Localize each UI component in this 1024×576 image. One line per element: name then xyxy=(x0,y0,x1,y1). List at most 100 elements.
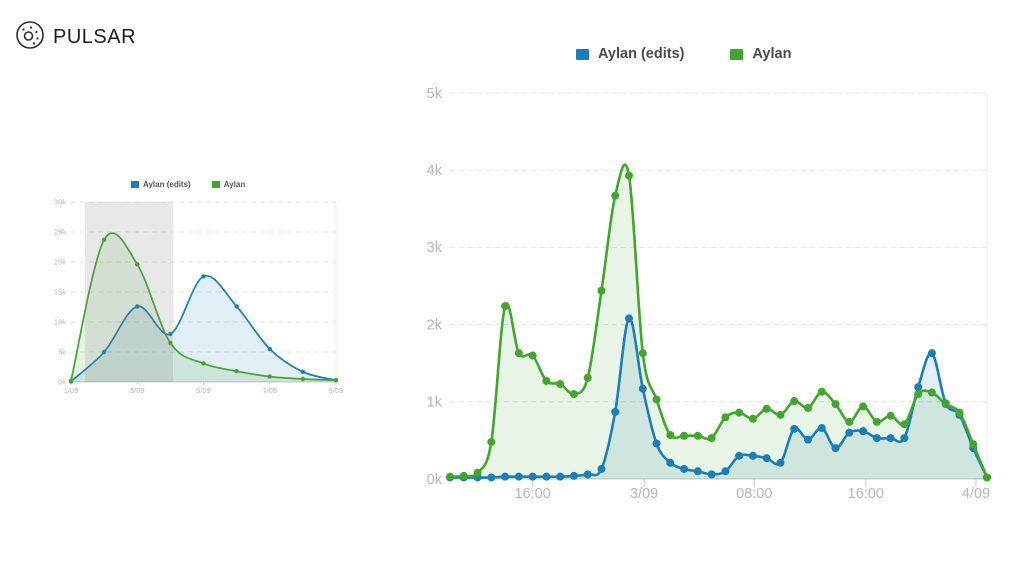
data-point[interactable] xyxy=(804,435,812,444)
data-point[interactable] xyxy=(776,458,785,467)
data-point[interactable] xyxy=(680,464,689,473)
data-point[interactable] xyxy=(611,407,620,416)
data-point[interactable] xyxy=(886,411,895,420)
data-point[interactable] xyxy=(135,262,140,267)
data-point[interactable] xyxy=(101,237,107,242)
data-point[interactable] xyxy=(762,404,771,413)
y-axis-label: 0k xyxy=(58,377,66,386)
data-point[interactable] xyxy=(872,434,881,443)
data-point[interactable] xyxy=(927,388,936,397)
detail-chart-canvas[interactable]: 5k 4k 3k 2k 1k 0k 16:00 3/09 08:00 16:00 4/09 xyxy=(410,80,1024,510)
data-point[interactable] xyxy=(721,413,730,422)
data-point[interactable] xyxy=(528,351,537,360)
data-point[interactable] xyxy=(817,424,826,433)
data-point[interactable] xyxy=(955,408,964,417)
data-point[interactable] xyxy=(707,434,716,443)
legend-item-aylan[interactable]: Aylan xyxy=(211,180,245,189)
data-point[interactable] xyxy=(514,349,523,358)
data-point[interactable] xyxy=(845,417,854,426)
data-point[interactable] xyxy=(680,431,689,440)
data-point[interactable] xyxy=(597,464,606,473)
data-point[interactable] xyxy=(693,431,702,440)
data-point[interactable] xyxy=(804,403,812,412)
y-axis-label: 30k xyxy=(54,197,66,206)
data-point[interactable] xyxy=(914,390,923,399)
data-point[interactable] xyxy=(748,414,757,423)
data-point[interactable] xyxy=(666,458,675,467)
legend-item-aylan[interactable]: Aylan xyxy=(730,46,791,62)
brush-region[interactable] xyxy=(84,202,174,382)
data-point[interactable] xyxy=(872,417,881,426)
data-point[interactable] xyxy=(790,397,799,406)
data-point[interactable] xyxy=(473,468,482,477)
data-point[interactable] xyxy=(666,430,675,439)
data-point[interactable] xyxy=(514,472,523,481)
data-point[interactable] xyxy=(735,451,744,460)
data-point[interactable] xyxy=(969,440,978,449)
data-point[interactable] xyxy=(583,373,592,382)
data-point[interactable] xyxy=(735,408,744,417)
data-point[interactable] xyxy=(707,470,716,479)
data-point[interactable] xyxy=(583,470,592,479)
data-point[interactable] xyxy=(652,439,661,448)
data-point[interactable] xyxy=(234,304,239,309)
data-point[interactable] xyxy=(300,369,306,374)
data-point[interactable] xyxy=(501,472,510,481)
data-point[interactable] xyxy=(859,402,868,411)
data-point[interactable] xyxy=(267,374,272,379)
data-point[interactable] xyxy=(267,346,272,352)
data-point[interactable] xyxy=(168,340,173,346)
data-point[interactable] xyxy=(446,472,454,481)
data-point[interactable] xyxy=(459,471,468,480)
data-point[interactable] xyxy=(927,349,936,358)
data-point[interactable] xyxy=(625,171,633,180)
data-point[interactable] xyxy=(611,191,620,200)
data-point[interactable] xyxy=(762,454,771,463)
data-point[interactable] xyxy=(831,400,840,409)
overview-chart-canvas[interactable]: 30k 25k 20k 15k 10k 5k 0k1/09 3/09 5/09 7/09 9/09 xyxy=(40,196,360,408)
data-point[interactable] xyxy=(487,473,496,482)
data-point[interactable] xyxy=(68,378,74,383)
data-point[interactable] xyxy=(300,376,306,382)
data-point[interactable] xyxy=(983,473,991,482)
data-point[interactable] xyxy=(625,314,633,323)
data-point[interactable] xyxy=(886,434,895,443)
data-point[interactable] xyxy=(941,400,950,409)
data-point[interactable] xyxy=(135,304,140,309)
data-point[interactable] xyxy=(900,434,909,443)
data-point[interactable] xyxy=(900,420,909,429)
data-point[interactable] xyxy=(487,437,496,446)
data-point[interactable] xyxy=(817,387,826,396)
data-point[interactable] xyxy=(333,378,339,383)
legend-item-aylan-edits[interactable]: Aylan (edits) xyxy=(576,46,684,62)
data-point[interactable] xyxy=(201,361,206,366)
data-point[interactable] xyxy=(542,472,551,481)
data-point[interactable] xyxy=(845,428,854,437)
data-point[interactable] xyxy=(234,369,239,374)
data-point[interactable] xyxy=(693,467,702,476)
data-point[interactable] xyxy=(790,424,799,433)
data-point[interactable] xyxy=(569,390,578,399)
data-point[interactable] xyxy=(859,427,868,436)
data-point[interactable] xyxy=(569,471,578,480)
data-point[interactable] xyxy=(101,349,107,355)
legend-item-aylan-edits[interactable]: Aylan (edits) xyxy=(131,180,191,189)
data-point[interactable] xyxy=(748,451,757,460)
data-point[interactable] xyxy=(168,331,173,337)
data-point[interactable] xyxy=(638,384,647,393)
detail-legend: Aylan (edits) Aylan xyxy=(576,46,791,62)
data-point[interactable] xyxy=(831,444,840,453)
data-point[interactable] xyxy=(652,395,661,404)
data-point[interactable] xyxy=(556,472,565,481)
data-point[interactable] xyxy=(721,467,730,476)
data-point[interactable] xyxy=(776,410,785,419)
data-point[interactable] xyxy=(597,286,606,295)
data-point[interactable] xyxy=(528,472,537,481)
data-point[interactable] xyxy=(638,349,647,358)
data-point[interactable] xyxy=(556,380,565,389)
data-point[interactable] xyxy=(914,383,923,392)
data-point[interactable] xyxy=(501,302,510,311)
data-point[interactable] xyxy=(201,274,206,279)
data-point[interactable] xyxy=(542,376,551,385)
pulsar-logo-icon[interactable] xyxy=(14,19,46,56)
